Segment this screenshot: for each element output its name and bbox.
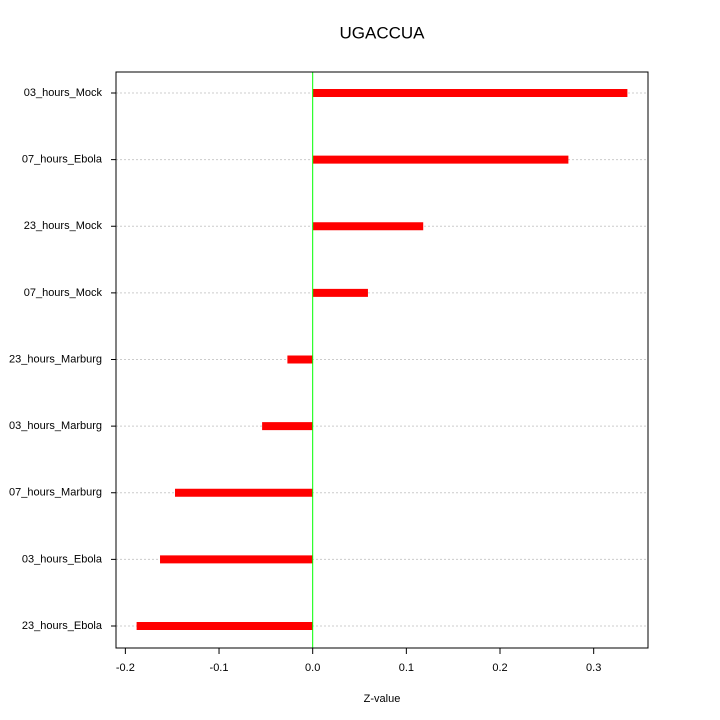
x-tick-label: 0.0 (305, 662, 320, 674)
x-tick-label: 0.3 (586, 662, 601, 674)
y-tick-label: 03_hours_Mock (24, 87, 103, 99)
bar (136, 622, 313, 630)
bar (312, 222, 424, 231)
y-tick-label: 23_hours_Ebola (22, 620, 103, 632)
bar (287, 355, 313, 364)
x-tick-label: -0.2 (116, 662, 135, 674)
y-tick-label: 07_hours_Mock (24, 287, 103, 299)
x-tick-label: -0.1 (210, 662, 229, 674)
y-tick-label: 03_hours_Marburg (9, 420, 102, 432)
bar (175, 488, 313, 497)
chart-title: UGACCUA (339, 23, 425, 42)
bar (312, 89, 628, 97)
y-tick-label: 03_hours_Ebola (22, 553, 103, 565)
bar (160, 555, 313, 564)
y-tick-label: 23_hours_Marburg (9, 353, 102, 365)
x-tick-label: 0.1 (399, 662, 414, 674)
bar (312, 288, 368, 297)
x-axis-label: Z-value (364, 693, 401, 705)
x-tick-label: 0.2 (492, 662, 507, 674)
bar (312, 155, 569, 164)
y-tick-label: 07_hours_Marburg (9, 487, 102, 499)
y-tick-label: 07_hours_Ebola (22, 154, 103, 166)
y-tick-label: 23_hours_Mock (24, 220, 103, 232)
bar (262, 422, 313, 431)
plot-frame (115, 71, 649, 649)
